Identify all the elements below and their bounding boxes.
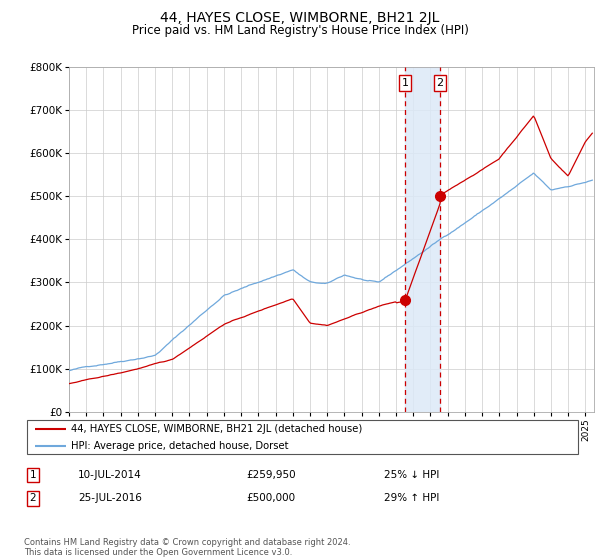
Text: 29% ↑ HPI: 29% ↑ HPI <box>384 493 439 503</box>
Text: 1: 1 <box>401 78 409 88</box>
Text: 25-JUL-2016: 25-JUL-2016 <box>78 493 142 503</box>
Text: 2: 2 <box>437 78 443 88</box>
FancyBboxPatch shape <box>27 420 578 455</box>
Text: 1: 1 <box>29 470 37 480</box>
Text: Price paid vs. HM Land Registry's House Price Index (HPI): Price paid vs. HM Land Registry's House … <box>131 24 469 36</box>
Text: £259,950: £259,950 <box>246 470 296 480</box>
Text: HPI: Average price, detached house, Dorset: HPI: Average price, detached house, Dors… <box>71 441 289 451</box>
Bar <box>405 67 440 412</box>
Text: 44, HAYES CLOSE, WIMBORNE, BH21 2JL (detached house): 44, HAYES CLOSE, WIMBORNE, BH21 2JL (det… <box>71 423 362 433</box>
Text: 2: 2 <box>29 493 37 503</box>
Text: Contains HM Land Registry data © Crown copyright and database right 2024.
This d: Contains HM Land Registry data © Crown c… <box>24 538 350 557</box>
Text: 10-JUL-2014: 10-JUL-2014 <box>78 470 142 480</box>
Text: 44, HAYES CLOSE, WIMBORNE, BH21 2JL: 44, HAYES CLOSE, WIMBORNE, BH21 2JL <box>160 11 440 25</box>
Text: 25% ↓ HPI: 25% ↓ HPI <box>384 470 439 480</box>
Text: £500,000: £500,000 <box>246 493 295 503</box>
